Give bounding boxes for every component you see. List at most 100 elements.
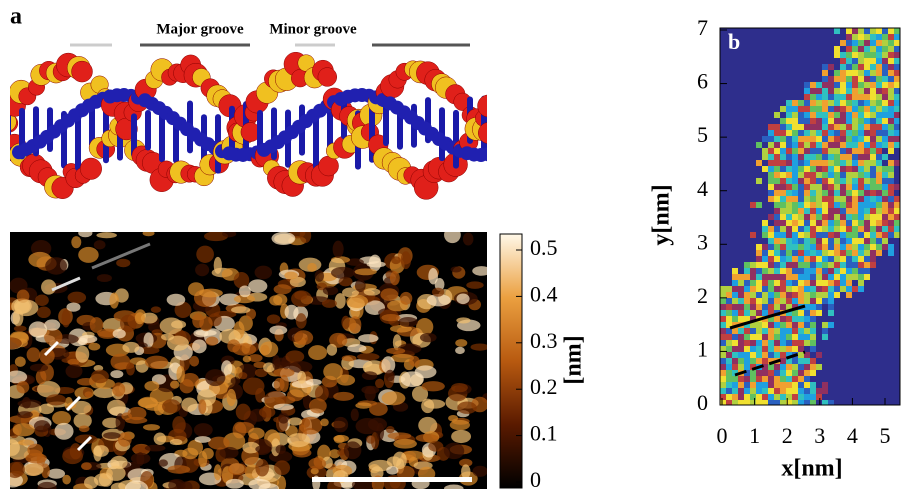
cell [852,136,858,142]
blob [385,370,395,381]
cell [894,52,900,58]
cell [780,118,786,124]
cell [780,334,786,340]
blob [448,415,458,422]
cell [876,70,882,76]
cell [864,100,870,106]
cell [822,178,828,184]
colorbar-unit: [nm] [561,335,587,384]
cell [792,274,798,280]
cell [870,28,876,34]
blob [466,281,483,289]
cell [852,124,858,130]
cell [840,106,846,112]
cell [840,274,846,280]
cell [888,76,894,82]
cell [762,154,768,160]
cell [744,376,750,382]
blob [90,317,104,333]
cell [810,388,816,394]
cell [780,178,786,184]
blob [456,293,469,304]
cell [720,352,726,358]
cell [732,352,738,358]
cell [888,196,894,202]
cell [786,106,792,112]
cell [852,112,858,118]
cell [786,238,792,244]
cell [756,376,762,382]
cell [804,142,810,148]
blob [172,416,185,433]
cell [888,58,894,64]
cell [792,298,798,304]
cell [834,28,840,34]
cell [774,388,780,394]
base [453,110,459,169]
cell [756,352,762,358]
cell [768,262,774,268]
tick-label: 2 [697,283,708,308]
cell [894,28,900,34]
cell [810,334,816,340]
cell [828,76,834,82]
x-axis-label: x[nm] [781,456,842,482]
cell [744,280,750,286]
cell [852,118,858,124]
cell [786,166,792,172]
cell [864,220,870,226]
cell [768,346,774,352]
cell [762,220,768,226]
cell [864,118,870,124]
cell [810,340,816,346]
cell [786,298,792,304]
cell [840,172,846,178]
cell [804,124,810,130]
cell [882,52,888,58]
cell [840,262,846,268]
cell [816,130,822,136]
cell [852,148,858,154]
cell [870,58,876,64]
cell [840,280,846,286]
cell [822,154,828,160]
cell [780,388,786,394]
cell [810,370,816,376]
cell [846,118,852,124]
blob [11,462,25,477]
cell [810,160,816,166]
cell [876,178,882,184]
cell [780,316,786,322]
cell [852,46,858,52]
cell [834,232,840,238]
cell [774,220,780,226]
cell [858,268,864,274]
blob [380,288,398,301]
blob [13,423,35,436]
blob [327,344,337,356]
cell [744,340,750,346]
cell [750,304,756,310]
cell [846,88,852,94]
cell [810,286,816,292]
cell [762,232,768,238]
cell [852,268,858,274]
blob [18,440,34,446]
cell [732,298,738,304]
cell [792,286,798,292]
cell [888,148,894,154]
cell [780,220,786,226]
cell [834,202,840,208]
cell [792,106,798,112]
cell [834,214,840,220]
cell [888,88,894,94]
cell [876,142,882,148]
cell [858,52,864,58]
cell [804,160,810,166]
blob [382,391,406,405]
cell [798,172,804,178]
cell [834,166,840,172]
cell [846,190,852,196]
blob [22,397,31,408]
cell [822,202,828,208]
